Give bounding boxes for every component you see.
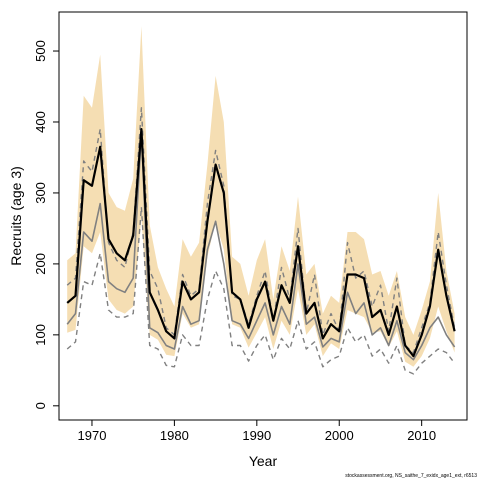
confidence-band	[67, 26, 455, 367]
x-tick-label: 2000	[325, 428, 354, 443]
confidence-band-layer	[67, 26, 455, 367]
source-note: stockassessment.org, NS_saithe_7_exidx_a…	[345, 473, 477, 479]
dashed-upper-line	[66, 107, 456, 354]
plot-frame	[58, 11, 468, 421]
x-tick-label: 1980	[160, 428, 189, 443]
series-lines-layer	[66, 107, 456, 375]
y-tick-label: 400	[33, 111, 48, 133]
main-estimate-line	[66, 128, 456, 358]
x-axis-label: Year	[249, 453, 278, 469]
y-axis: 0 100 200 300 400 500	[33, 40, 59, 409]
x-tick-label: 1970	[78, 428, 107, 443]
y-tick-label: 0	[33, 402, 48, 409]
y-tick-label: 500	[33, 40, 48, 62]
x-tick-label: 2010	[407, 428, 436, 443]
y-tick-label: 100	[33, 324, 48, 346]
y-tick-label: 200	[33, 253, 48, 275]
x-axis: 1970 1980 1990 2000 2010	[78, 420, 436, 443]
y-axis-label: Recruits (age 3)	[8, 166, 24, 266]
y-tick-label: 300	[33, 182, 48, 204]
x-tick-label: 1990	[242, 428, 271, 443]
dashed-lower-line	[66, 206, 456, 375]
secondary-estimate-line	[66, 131, 456, 361]
